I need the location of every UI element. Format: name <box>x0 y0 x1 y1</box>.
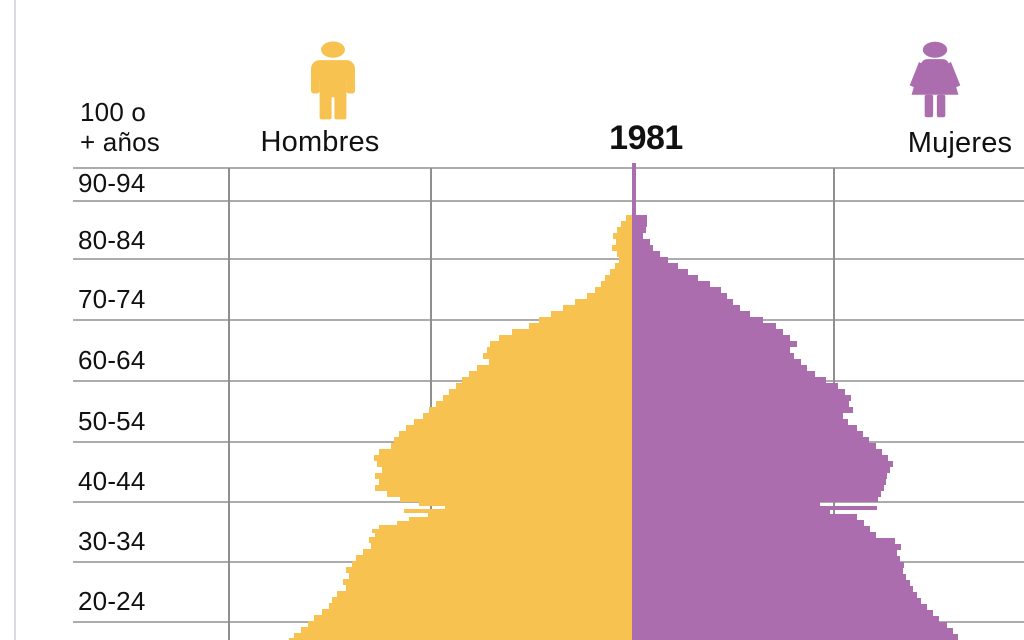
age-tick-50-54: 50-54 <box>78 406 146 436</box>
age-tick-20-24: 20-24 <box>78 586 146 616</box>
age-tick-80-84: 80-84 <box>78 225 146 255</box>
age-tick-40-44: 40-44 <box>78 466 146 496</box>
age-tick-60-64: 60-64 <box>78 345 146 375</box>
page-edge-line <box>14 0 16 640</box>
age-tick-30-34: 30-34 <box>78 526 146 556</box>
age-axis-top-label: 100 o + años <box>80 97 160 157</box>
year-title: 1981 <box>609 119 683 157</box>
male-bars-silhouette <box>286 215 632 640</box>
age-axis-top-label-line1: 100 o <box>80 97 147 127</box>
female-series-label: Mujeres <box>907 127 1013 159</box>
male-person-icon <box>311 41 355 120</box>
female-person-icon <box>909 41 961 118</box>
age-tick-70-74: 70-74 <box>78 284 146 314</box>
age-tick-90-94: 90-94 <box>78 168 146 198</box>
male-series-label: Hombres <box>260 126 380 158</box>
female-bars-silhouette <box>632 163 965 640</box>
age-axis-top-label-line2: + años <box>80 127 160 157</box>
